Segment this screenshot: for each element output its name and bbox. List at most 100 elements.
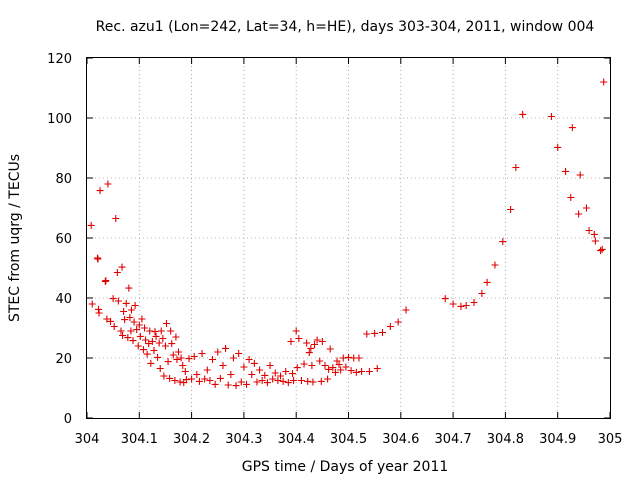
data-point: [507, 206, 515, 213]
data-point: [122, 299, 130, 307]
data-point: [176, 378, 184, 386]
data-point: [512, 164, 520, 171]
data-point: [335, 361, 343, 369]
data-point: [318, 338, 326, 345]
data-point: [321, 362, 329, 369]
data-point: [172, 333, 180, 341]
data-point: [363, 330, 371, 338]
data-point: [148, 338, 156, 345]
data-point: [224, 381, 232, 389]
data-point: [146, 327, 154, 335]
data-point: [88, 300, 96, 308]
data-point: [358, 368, 366, 375]
data-point: [582, 204, 590, 212]
data-point: [567, 194, 575, 201]
data-point: [337, 366, 345, 374]
data-point: [329, 364, 337, 372]
data-point: [269, 375, 277, 383]
data-point: [188, 375, 196, 383]
data-point: [114, 297, 122, 305]
x-tick-label: 304.4: [278, 432, 315, 447]
data-point: [253, 378, 261, 386]
data-point: [317, 377, 325, 385]
data-point: [216, 374, 224, 382]
data-point: [119, 332, 127, 339]
data-point: [127, 306, 135, 314]
data-point: [402, 306, 410, 314]
data-point: [263, 379, 271, 387]
data-point: [193, 371, 201, 378]
data-point: [112, 215, 120, 222]
data-point: [449, 300, 457, 308]
data-point: [290, 377, 298, 384]
y-tick-label: 60: [55, 232, 72, 247]
y-axis-title: STEC from uqrg / TECUs: [7, 154, 23, 322]
data-point: [339, 354, 347, 362]
x-tick-label: 305: [598, 432, 623, 447]
data-point: [164, 358, 172, 366]
data-point: [179, 362, 187, 369]
data-point: [154, 353, 162, 361]
data-point: [117, 327, 125, 335]
data-point: [499, 238, 507, 246]
data-point: [142, 336, 150, 344]
data-point: [173, 356, 181, 363]
data-point: [598, 245, 606, 253]
data-point: [102, 277, 110, 285]
data-point: [305, 349, 313, 357]
data-point: [168, 340, 176, 348]
data-point: [175, 348, 183, 356]
data-point: [478, 290, 486, 297]
data-point: [248, 371, 256, 378]
x-tick-label: 304.2: [173, 432, 210, 447]
data-point: [232, 382, 240, 390]
data-point: [109, 295, 117, 303]
x-tick-label: 304.6: [382, 432, 419, 447]
data-point: [547, 113, 555, 120]
x-tick-label: 304.3: [225, 432, 262, 447]
data-point: [150, 347, 158, 354]
y-tick-labels: 0 20 40 60 80 100 120: [47, 52, 72, 427]
y-tick-label: 120: [47, 52, 72, 67]
data-point: [214, 348, 222, 356]
data-point: [293, 364, 301, 372]
data-point: [177, 354, 185, 362]
data-point: [256, 366, 264, 374]
data-point: [209, 356, 217, 363]
data-point: [243, 380, 251, 388]
data-point: [568, 124, 576, 132]
data-point: [229, 354, 237, 362]
data-point: [287, 338, 295, 345]
chart-title: Rec. azu1 (Lon=242, Lat=34, h=HE), days …: [96, 19, 595, 35]
data-point: [575, 210, 583, 218]
x-tick-label: 304.9: [539, 432, 576, 447]
data-point: [576, 171, 584, 179]
data-point: [138, 315, 146, 323]
data-point: [295, 335, 303, 342]
y-tick-label: 40: [55, 292, 72, 307]
data-point: [143, 350, 151, 358]
data-point: [394, 318, 402, 326]
plot-frame: [86, 57, 611, 419]
data-point: [519, 110, 527, 118]
data-point: [304, 377, 312, 385]
data-point: [342, 363, 350, 371]
data-point: [127, 327, 135, 335]
data-point: [331, 368, 339, 376]
x-tick-labels: 304 304.1 304.2 304.3 304.4 304.5 304.6 304.7 30…: [75, 432, 623, 447]
data-point: [562, 167, 570, 175]
data-point: [462, 302, 470, 309]
x-tick-label: 304.7: [434, 432, 471, 447]
data-point: [483, 278, 491, 286]
data-point: [185, 355, 193, 363]
data-point: [156, 365, 164, 372]
data-point: [324, 375, 332, 383]
data-point: [297, 377, 305, 384]
data-point: [378, 329, 386, 336]
data-point: [95, 309, 103, 317]
data-point: [284, 379, 292, 387]
data-point: [133, 326, 141, 333]
y-tick-label: 80: [55, 172, 72, 187]
data-point: [167, 327, 175, 335]
data-point: [237, 378, 245, 386]
